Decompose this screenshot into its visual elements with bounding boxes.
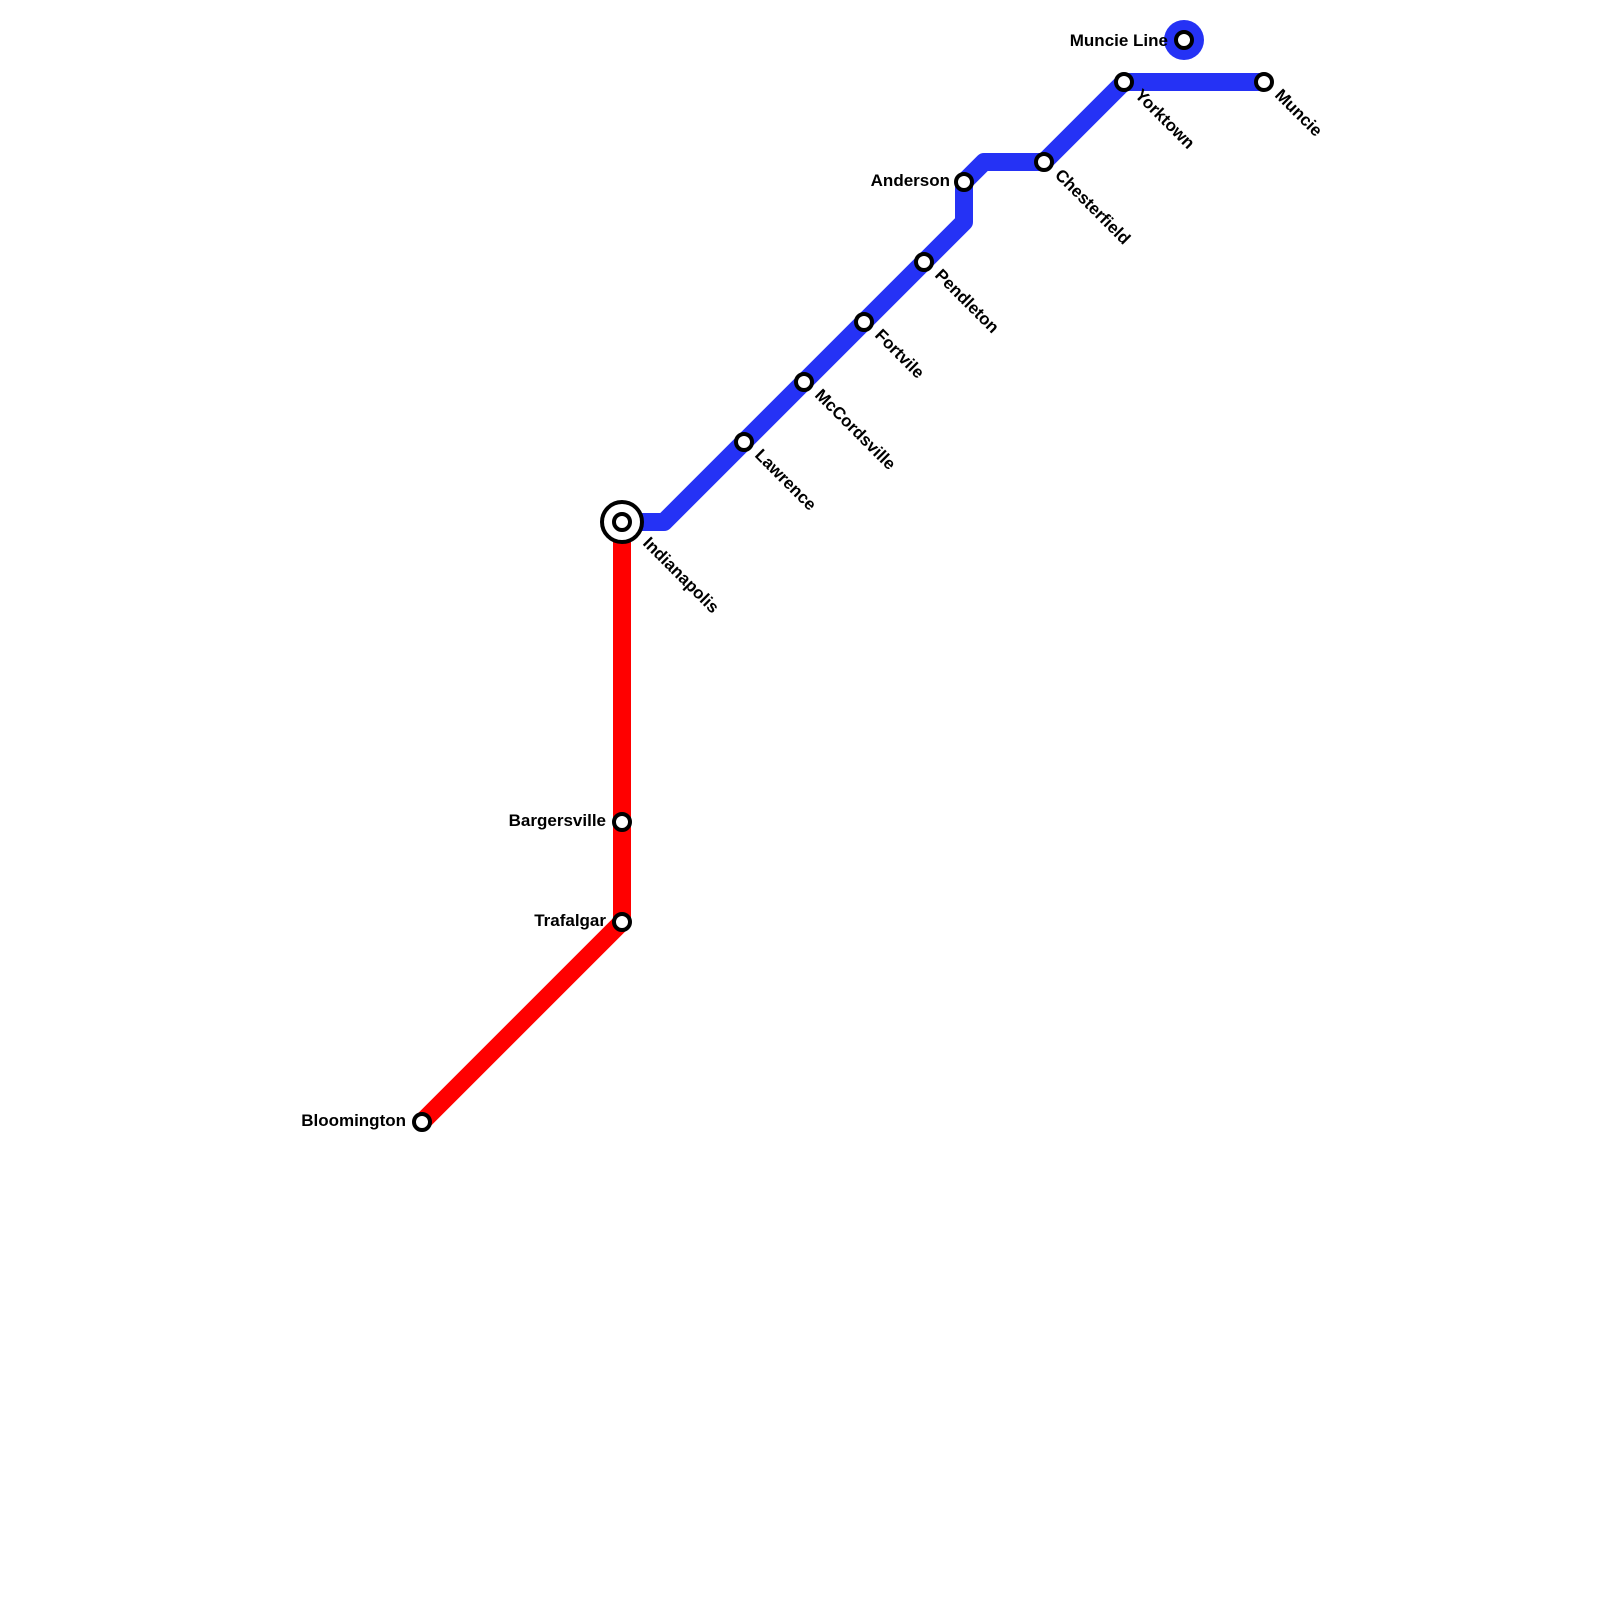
stop-icon — [612, 812, 632, 832]
station-chesterfield[interactable]: Chesterfield — [1034, 152, 1134, 248]
station-bloomington[interactable]: Bloomington — [301, 1111, 432, 1132]
station-label: Fortvile — [871, 325, 928, 382]
legend-muncie-line: Muncie Line — [1070, 20, 1204, 60]
station-label: Indianapolis — [639, 533, 723, 617]
station-label: Trafalgar — [534, 911, 606, 930]
station-label: Yorktown — [1131, 85, 1198, 152]
station-label: Lawrence — [751, 445, 820, 514]
station-label: Anderson — [871, 171, 950, 190]
stop-icon — [1114, 72, 1134, 92]
station-label: Chesterfield — [1051, 165, 1134, 248]
station-bargersville[interactable]: Bargersville — [509, 811, 632, 832]
station-trafalgar[interactable]: Trafalgar — [534, 911, 632, 932]
station-pendleton[interactable]: Pendleton — [914, 252, 1003, 337]
stop-icon — [612, 912, 632, 932]
station-label: McCordsville — [811, 385, 899, 473]
station-fortvile[interactable]: Fortvile — [854, 312, 928, 382]
station-muncie[interactable]: Muncie — [1254, 72, 1326, 140]
station-label: Bargersville — [509, 811, 606, 830]
stop-icon — [914, 252, 934, 272]
station-label: Bloomington — [301, 1111, 406, 1130]
stop-icon — [1254, 72, 1274, 92]
stop-icon — [734, 432, 754, 452]
station-anderson[interactable]: Anderson — [871, 171, 974, 192]
legend-stop-icon — [1174, 30, 1194, 50]
stop-icon — [954, 172, 974, 192]
stop-icon — [1034, 152, 1054, 172]
stop-icon — [612, 512, 632, 532]
station-mccordsville[interactable]: McCordsville — [794, 372, 899, 474]
stop-icon — [794, 372, 814, 392]
station-label: Pendleton — [931, 265, 1003, 337]
legend-label: Muncie Line — [1070, 31, 1168, 50]
stop-icon — [854, 312, 874, 332]
station-label: Muncie — [1271, 85, 1326, 140]
stop-icon — [412, 1112, 432, 1132]
muncie-line-route — [613, 73, 1273, 531]
station-lawrence[interactable]: Lawrence — [734, 432, 820, 514]
